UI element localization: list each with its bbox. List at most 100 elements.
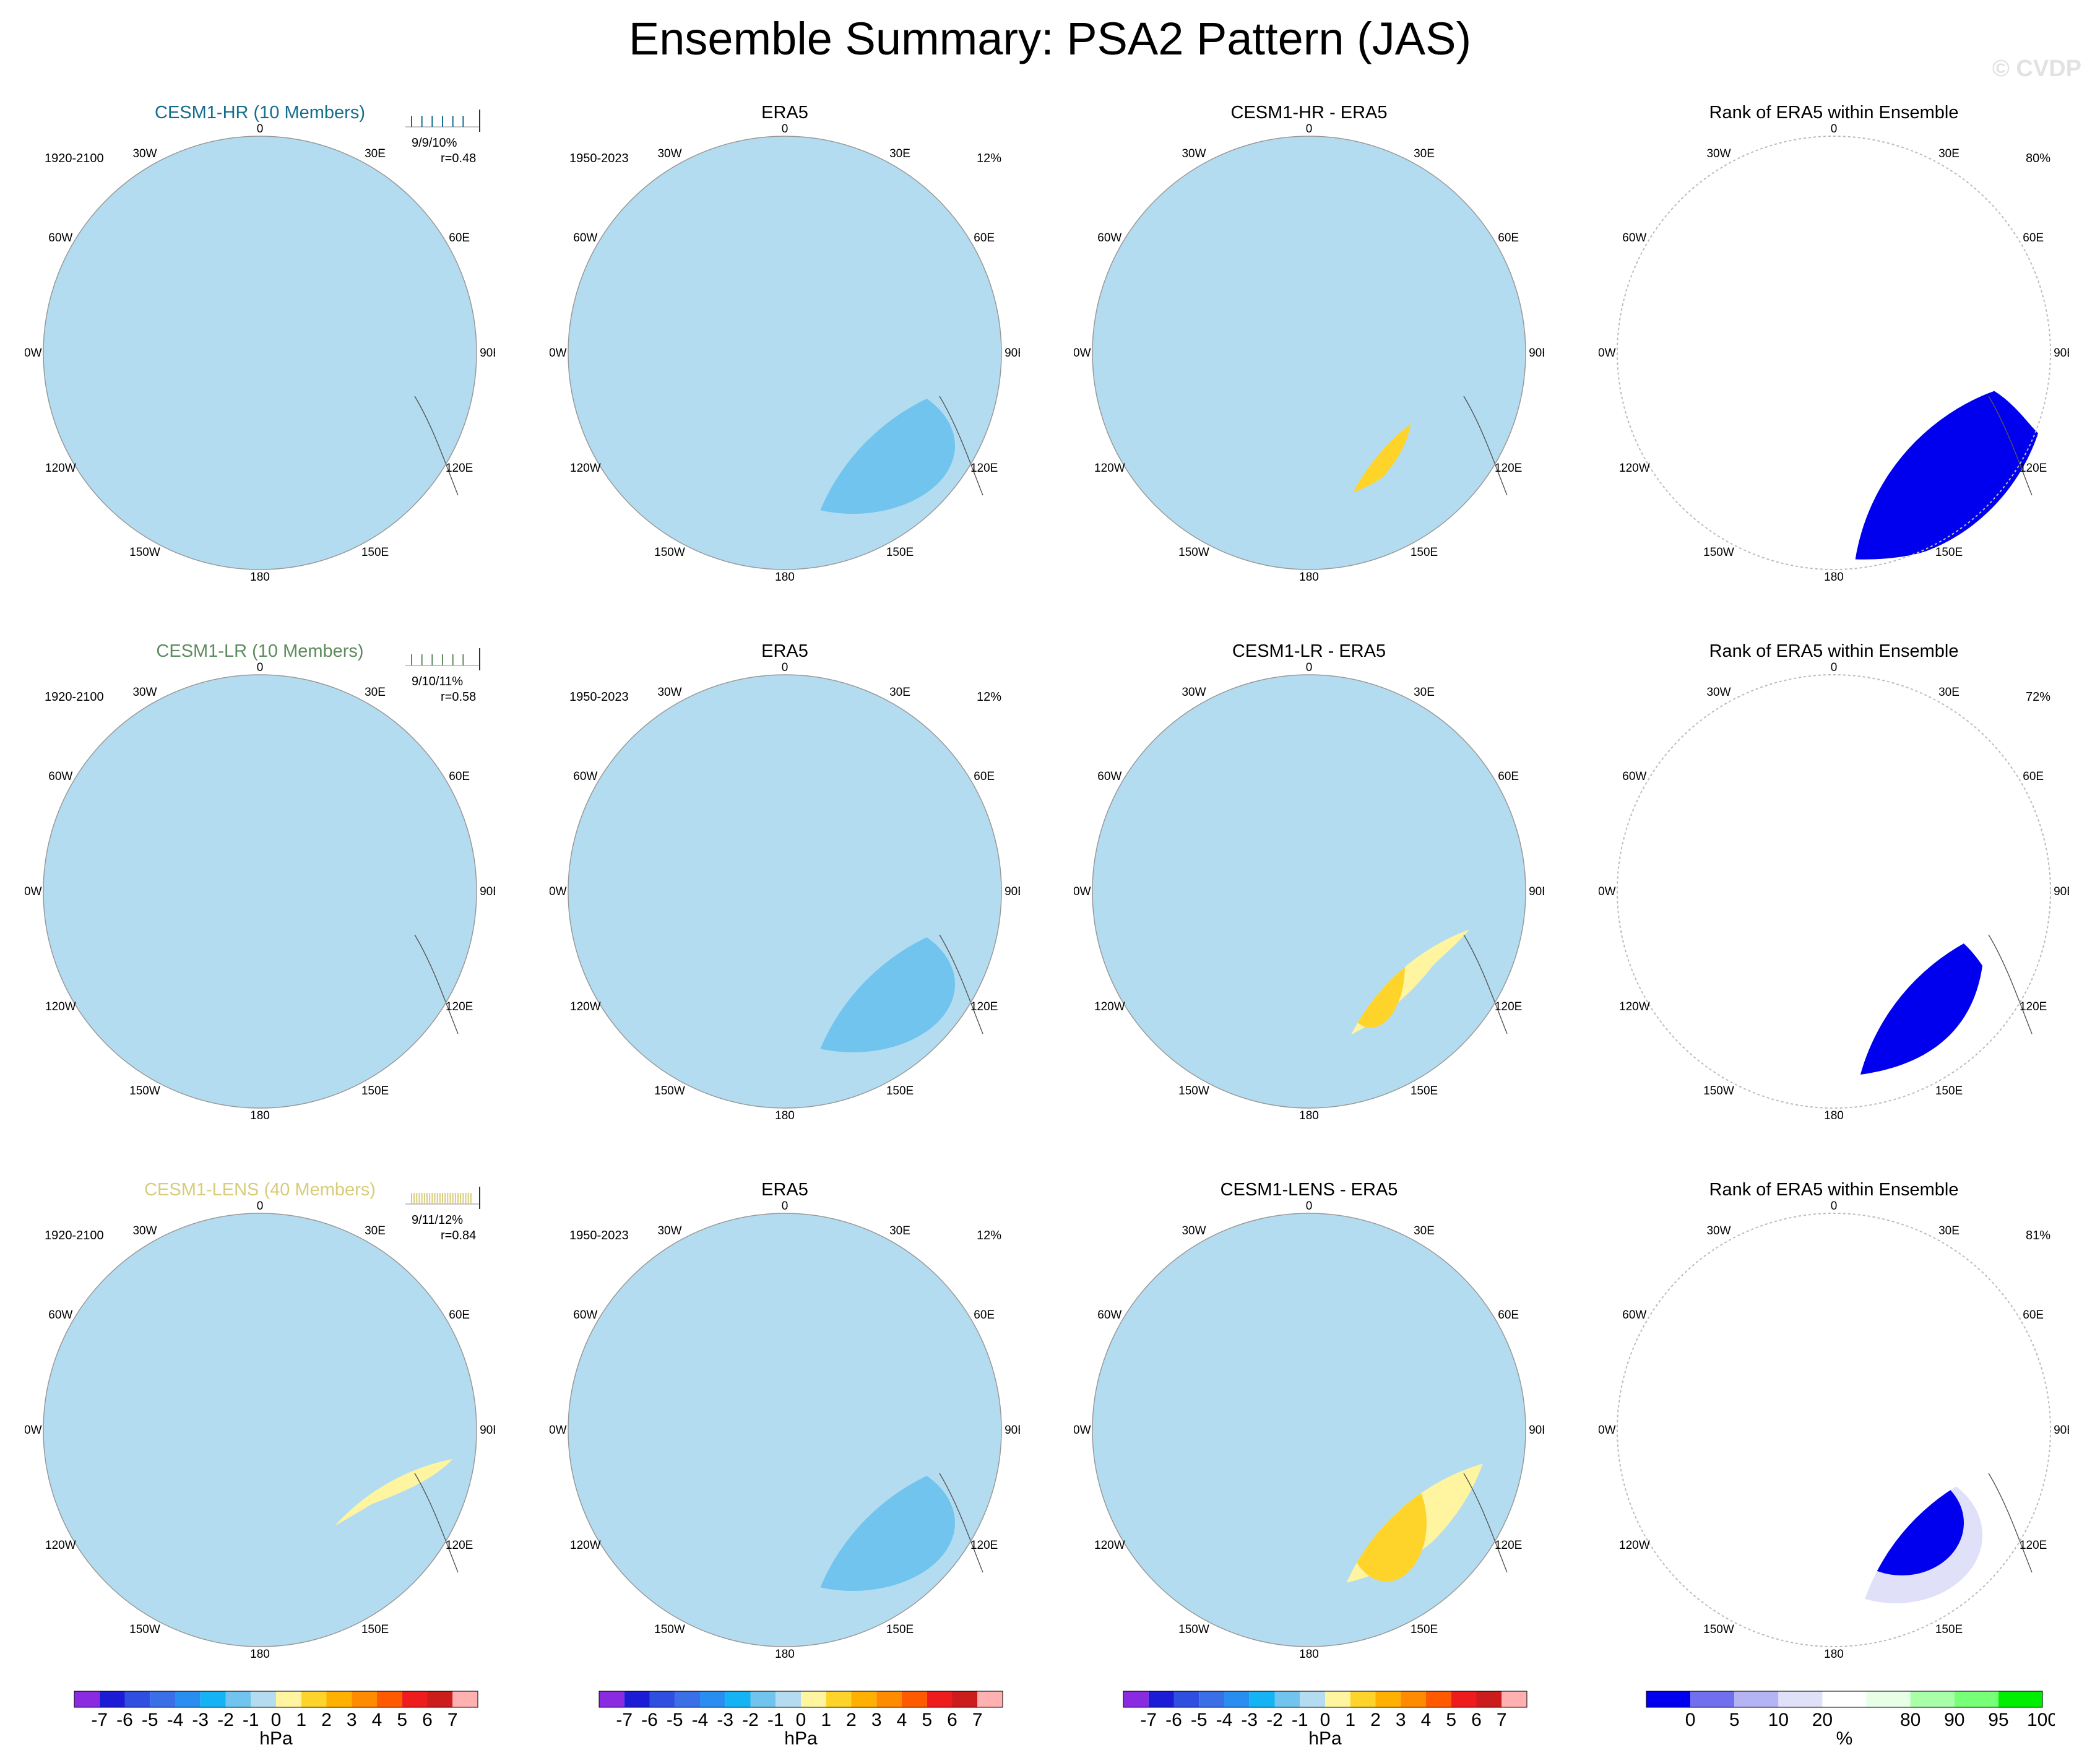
meridian-label: 150W bbox=[1178, 1085, 1209, 1098]
meridian-label: 30E bbox=[1938, 147, 1960, 160]
model-map-row2: 0 30E 60E 90E 120E 150E 180 150W 120W 90W 60W 30W bbox=[25, 661, 495, 1122]
meridian-label: 180 bbox=[1824, 1648, 1844, 1661]
colorbar-units: hPa bbox=[259, 1728, 293, 1749]
meridian-label: 0 bbox=[1831, 123, 1838, 136]
colorbar-swatch bbox=[377, 1691, 402, 1707]
diff-title-row2: CESM1-LR - ERA5 bbox=[1232, 641, 1386, 661]
meridian-label: 0 bbox=[782, 661, 789, 674]
meridian-label: 30E bbox=[365, 147, 386, 160]
meridian-label: 150E bbox=[886, 1623, 914, 1636]
rank-pct: 81% bbox=[2026, 1229, 2051, 1242]
hpa-colorbar: -7 -6 -5 -4 -3 -2 -1 0 1 2 3 4 5 6 7 hPa bbox=[74, 1691, 478, 1749]
meridian-label: 30E bbox=[1414, 1224, 1435, 1237]
colorbar-tick-label: -3 bbox=[717, 1710, 733, 1730]
meridian-label: 30E bbox=[365, 1224, 386, 1237]
colorbar-swatch bbox=[977, 1691, 1003, 1707]
model-period: 1920-2100 bbox=[45, 152, 104, 165]
meridian-label: 120W bbox=[1094, 462, 1125, 475]
meridian-label: 60E bbox=[974, 770, 995, 783]
colorbar-tick-label: -6 bbox=[1165, 1710, 1182, 1730]
colorbar-swatch bbox=[952, 1691, 978, 1707]
meridian-label: 60E bbox=[974, 1309, 995, 1322]
colorbar-tick-label: -5 bbox=[667, 1710, 683, 1730]
obs-title-row1: ERA5 bbox=[761, 103, 808, 123]
meridian-label: 30E bbox=[1414, 686, 1435, 699]
meridian-label: 150W bbox=[129, 1623, 160, 1636]
model-variance-stats: 9/10/11% bbox=[412, 675, 464, 688]
colorbar-tick-label: 3 bbox=[347, 1710, 357, 1730]
colorbar-tick-label: 5 bbox=[1729, 1710, 1740, 1730]
colorbar-swatch bbox=[301, 1691, 327, 1707]
meridian-label: 0 bbox=[1306, 1200, 1313, 1213]
colorbar-tick-label: -4 bbox=[692, 1710, 709, 1730]
meridian-label: 120W bbox=[1619, 462, 1650, 475]
rank-map-row1: 0 30E 60E 90E 120E 150E 180 150W 120W 90W 60W 30W bbox=[1599, 123, 2069, 584]
colorbar-tick-label: -3 bbox=[1241, 1710, 1258, 1730]
model-variance-stats: 9/11/12% bbox=[412, 1213, 464, 1227]
meridian-label: 90E bbox=[1529, 347, 1544, 360]
meridian-label: 30W bbox=[657, 1224, 681, 1237]
meridian-label: 60W bbox=[573, 232, 597, 245]
hpa-colorbar: -7 -6 -5 -4 -3 -2 -1 0 1 2 3 4 5 6 7 hPa bbox=[598, 1691, 1003, 1749]
meridian-label: 60W bbox=[48, 770, 72, 783]
rank-pct: 80% bbox=[2026, 152, 2051, 165]
colorbar-tick-label: -5 bbox=[1191, 1710, 1208, 1730]
meridian-label: 120E bbox=[446, 462, 473, 475]
map-border bbox=[1092, 674, 1526, 1109]
rank-title-row1: Rank of ERA5 within Ensemble bbox=[1709, 103, 1959, 123]
meridian-label: 150W bbox=[1703, 546, 1734, 559]
meridian-label: 30W bbox=[132, 686, 157, 699]
rank-map-row3: 0 30E 60E 90E 120E 150E 180 150W 120W 90W 60W 30W bbox=[1599, 1200, 2069, 1661]
meridian-label: 60E bbox=[449, 232, 470, 245]
meridian-label: 90E bbox=[1005, 347, 1020, 360]
colorbar-swatch bbox=[1822, 1691, 1867, 1707]
colorbar-swatch bbox=[1646, 1691, 1691, 1707]
ensemble-spread-ticks bbox=[405, 1187, 480, 1209]
meridian-label: 90W bbox=[550, 347, 567, 360]
obs-period: 1950-2023 bbox=[569, 690, 629, 704]
hpa-colorbar: -7 -6 -5 -4 -3 -2 -1 0 1 2 3 4 5 6 7 hPa bbox=[1123, 1691, 1527, 1749]
colorbar-swatch bbox=[1249, 1691, 1275, 1707]
colorbar-tick-label: 4 bbox=[1421, 1710, 1432, 1730]
colorbar-swatch bbox=[700, 1691, 725, 1707]
colorbar-tick-label: 6 bbox=[947, 1710, 957, 1730]
map-border bbox=[1617, 674, 2051, 1109]
meridian-label: 150W bbox=[129, 546, 160, 559]
map-border bbox=[43, 674, 477, 1109]
map-border bbox=[43, 136, 477, 570]
colorbar-tick-label: -4 bbox=[167, 1710, 184, 1730]
colorbar-swatch bbox=[326, 1691, 352, 1707]
meridian-label: 90E bbox=[1529, 885, 1544, 898]
colorbar-tick-label: 2 bbox=[321, 1710, 332, 1730]
colorbar-swatch bbox=[1502, 1691, 1527, 1707]
meridian-label: 150E bbox=[1411, 546, 1438, 559]
meridian-label: 0 bbox=[257, 1200, 264, 1213]
meridian-label: 150E bbox=[361, 546, 389, 559]
meridian-label: 30W bbox=[1182, 1224, 1206, 1237]
meridian-label: 150E bbox=[1935, 1623, 1963, 1636]
colorbar-tick-label: 1 bbox=[1345, 1710, 1355, 1730]
meridian-label: 120W bbox=[570, 1000, 601, 1013]
colorbar-swatch bbox=[599, 1691, 624, 1707]
meridian-label: 90E bbox=[2054, 1424, 2069, 1437]
meridian-label: 90E bbox=[1005, 1424, 1020, 1437]
colorbar-tick-label: -7 bbox=[91, 1710, 108, 1730]
colorbar-tick-label: -1 bbox=[1292, 1710, 1308, 1730]
map-border bbox=[568, 674, 1002, 1109]
meridian-label: 60W bbox=[1097, 232, 1121, 245]
colorbar-swatch bbox=[225, 1691, 251, 1707]
colorbar-swatch bbox=[1325, 1691, 1350, 1707]
meridian-label: 90E bbox=[480, 347, 495, 360]
meridian-label: 60W bbox=[573, 1309, 597, 1322]
meridian-label: 120E bbox=[446, 1539, 473, 1552]
meridian-label: 60W bbox=[1097, 1309, 1121, 1322]
meridian-label: 60E bbox=[1498, 770, 1519, 783]
meridian-label: 0 bbox=[1306, 661, 1313, 674]
obs-period: 1950-2023 bbox=[569, 152, 629, 165]
map-border bbox=[568, 1213, 1002, 1647]
colorbar-tick-label: 90 bbox=[1944, 1710, 1964, 1730]
colorbar-tick-label: 1 bbox=[821, 1710, 831, 1730]
meridian-label: 180 bbox=[1824, 571, 1844, 584]
colorbar-tick-label: 7 bbox=[972, 1710, 983, 1730]
meridian-label: 30W bbox=[1706, 147, 1731, 160]
